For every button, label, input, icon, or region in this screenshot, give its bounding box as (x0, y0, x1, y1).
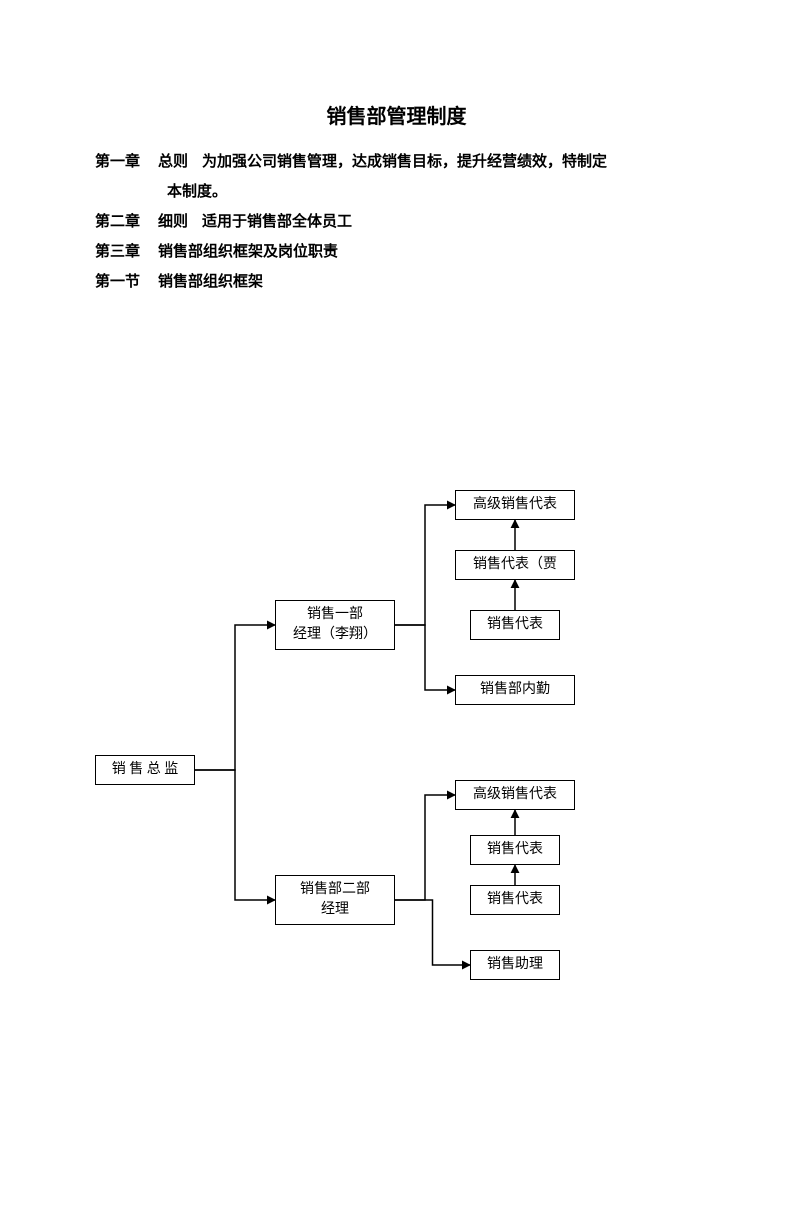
chapter-1: 第一章 总则为加强公司销售管理，达成销售目标，提升经营绩效，特制定 (95, 147, 703, 177)
chapter-label: 第一节 (95, 267, 140, 297)
chapter-body: 销售部组织框架及岗位职责 (158, 243, 338, 260)
org-node-n1d: 销售部内勤 (455, 675, 575, 705)
org-node-dept1: 销售一部经理（李翔） (275, 600, 395, 650)
chapter-list: 第一章 总则为加强公司销售管理，达成销售目标，提升经营绩效，特制定 本制度。 第… (95, 147, 703, 297)
org-node-n1a: 高级销售代表 (455, 490, 575, 520)
org-chart: 销 售 总 监 销售一部经理（李翔） 销售部二部经理 高级销售代表销售代表（贾销售代表… (95, 480, 715, 1040)
section-1: 第一节 销售部组织框架 (95, 267, 703, 297)
chapter-body: 为加强公司销售管理，达成销售目标，提升经营绩效，特制定 (202, 153, 607, 170)
chapter-body: 销售部组织框架 (158, 273, 263, 290)
org-node-n2c: 销售代表 (470, 885, 560, 915)
chapter-text: 销售部组织框架及岗位职责 (158, 237, 703, 267)
org-node-n2d: 销售助理 (470, 950, 560, 980)
org-node-n1b: 销售代表（贾 (455, 550, 575, 580)
chapter-label: 第三章 (95, 237, 140, 267)
org-node-n1c: 销售代表 (470, 610, 560, 640)
chapter-text: 总则为加强公司销售管理，达成销售目标，提升经营绩效，特制定 (158, 147, 703, 177)
chapter-sublabel: 细则 (158, 213, 188, 230)
chapter-text: 细则适用于销售部全体员工 (158, 207, 703, 237)
org-node-root: 销 售 总 监 (95, 755, 195, 785)
org-node-n2a: 高级销售代表 (455, 780, 575, 810)
chapter-text: 销售部组织框架 (158, 267, 703, 297)
chapter-2: 第二章 细则适用于销售部全体员工 (95, 207, 703, 237)
chapter-3: 第三章 销售部组织框架及岗位职责 (95, 237, 703, 267)
chapter-sublabel: 总则 (158, 153, 188, 170)
page-title: 销售部管理制度 (0, 100, 793, 129)
chapter-body: 适用于销售部全体员工 (202, 213, 352, 230)
chapter-label: 第二章 (95, 207, 140, 237)
chapter-body-cont: 本制度。 (167, 177, 227, 207)
chapter-1-cont: 本制度。 (167, 177, 703, 207)
org-node-n2b: 销售代表 (470, 835, 560, 865)
chapter-label: 第一章 (95, 147, 140, 177)
org-node-dept2: 销售部二部经理 (275, 875, 395, 925)
